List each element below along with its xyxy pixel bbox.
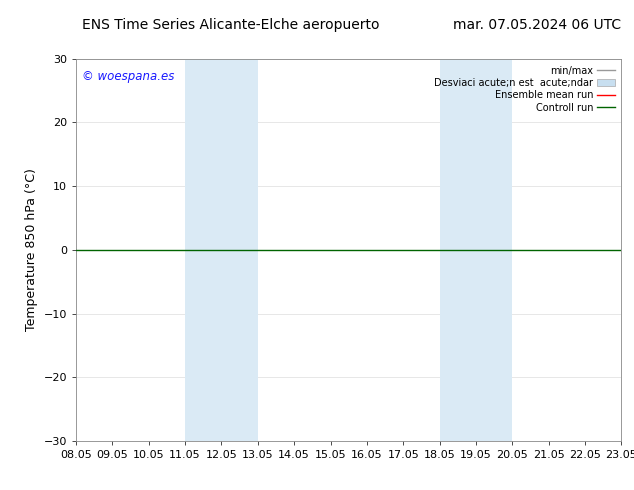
- Bar: [185, 59, 258, 441]
- Text: mar. 07.05.2024 06 UTC: mar. 07.05.2024 06 UTC: [453, 18, 621, 32]
- Text: ENS Time Series Alicante-Elche aeropuerto: ENS Time Series Alicante-Elche aeropuert…: [82, 18, 380, 32]
- Y-axis label: Temperature 850 hPa (°C): Temperature 850 hPa (°C): [25, 169, 38, 331]
- Bar: [439, 59, 512, 441]
- Text: © woespana.es: © woespana.es: [82, 70, 174, 83]
- Legend: min/max, Desviaci acute;n est  acute;ndar, Ensemble mean run, Controll run: min/max, Desviaci acute;n est acute;ndar…: [432, 64, 616, 115]
